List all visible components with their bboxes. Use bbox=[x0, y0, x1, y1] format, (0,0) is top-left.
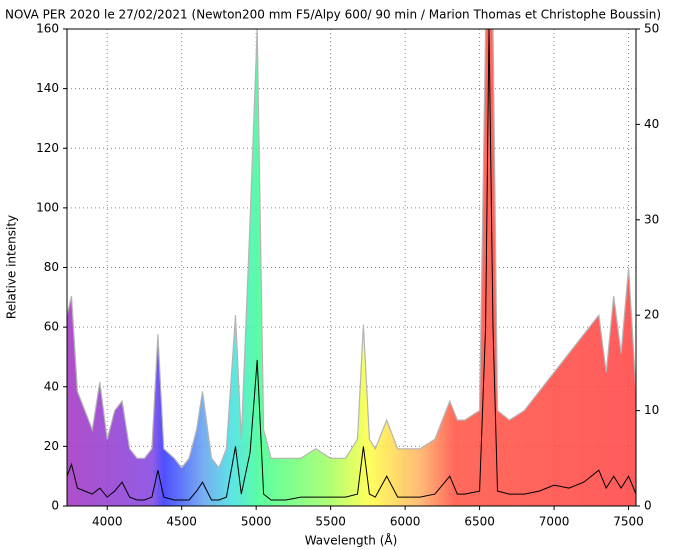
y-tick-label: 60 bbox=[44, 320, 59, 334]
x-tick-label: 4500 bbox=[166, 515, 197, 529]
y2-tick-label: 40 bbox=[644, 117, 659, 131]
spectrum-line bbox=[67, 29, 636, 469]
y2-tick-label: 50 bbox=[644, 22, 659, 36]
plot-frame bbox=[66, 28, 637, 507]
chart-title: NOVA PER 2020 le 27/02/2021 (Newton200 m… bbox=[5, 8, 661, 22]
y2-tick-label: 10 bbox=[644, 403, 659, 417]
y2-tick-label: 20 bbox=[644, 308, 659, 322]
x-tick-label: 4000 bbox=[92, 515, 123, 529]
y-tick-label: 20 bbox=[44, 439, 59, 453]
y-tick-label: 120 bbox=[36, 141, 59, 155]
y-tick-label: 40 bbox=[44, 379, 59, 393]
x-tick-label: 6000 bbox=[390, 515, 421, 529]
y2-tick-label: 30 bbox=[644, 212, 659, 226]
y-tick-label: 0 bbox=[51, 499, 59, 513]
spectrum-fill bbox=[67, 29, 636, 506]
y-tick-label: 160 bbox=[36, 22, 59, 36]
plot-area bbox=[67, 29, 636, 506]
y-tick-label: 80 bbox=[44, 260, 59, 274]
x-tick-label: 6500 bbox=[464, 515, 495, 529]
x-tick-label: 7000 bbox=[539, 515, 570, 529]
x-tick-label: 5000 bbox=[241, 515, 272, 529]
y-tick-label: 140 bbox=[36, 81, 59, 95]
x-tick-label: 7500 bbox=[613, 515, 644, 529]
y-axis-label: Relative intensity bbox=[5, 215, 19, 319]
y-tick-label: 100 bbox=[36, 200, 59, 214]
spectrum-line bbox=[67, 29, 636, 501]
x-tick-label: 5500 bbox=[315, 515, 346, 529]
y2-tick-label: 0 bbox=[644, 499, 652, 513]
x-axis-label: Wavelength (Å) bbox=[305, 533, 398, 548]
